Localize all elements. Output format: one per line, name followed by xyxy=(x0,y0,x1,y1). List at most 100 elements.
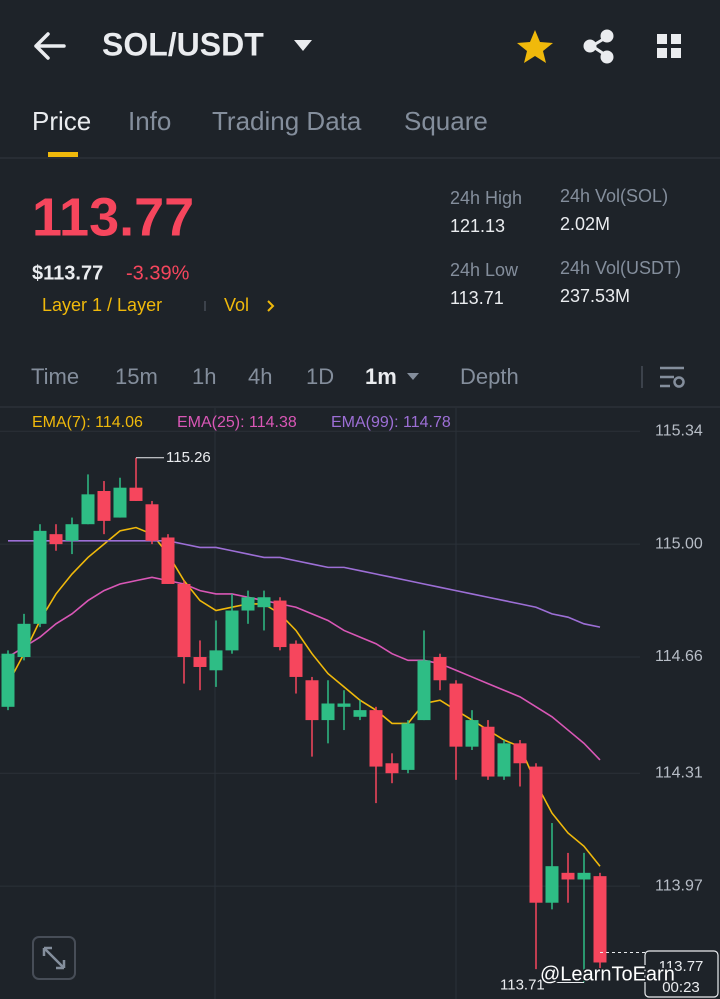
candle-body xyxy=(385,763,399,774)
y-tick-label: 115.34 xyxy=(655,422,703,439)
candle-body xyxy=(561,872,575,880)
share-button[interactable] xyxy=(583,29,614,64)
tab[interactable]: Square xyxy=(404,106,488,136)
y-tick-label: 115.00 xyxy=(655,535,703,552)
tab[interactable]: Price xyxy=(32,106,91,136)
candle-body xyxy=(273,600,287,648)
y-tick-label: 114.31 xyxy=(655,764,703,781)
share-dot xyxy=(600,29,614,43)
fiat-price: $113.77 xyxy=(32,262,103,284)
candle-body xyxy=(417,660,431,721)
candle-body xyxy=(17,623,31,658)
interval[interactable]: Time xyxy=(31,364,79,389)
ema-line xyxy=(7,576,601,761)
share-dot xyxy=(583,39,597,53)
candle-body xyxy=(513,743,527,764)
interval[interactable]: 15m xyxy=(115,364,158,389)
candle-body xyxy=(97,491,111,521)
candle-body xyxy=(449,683,463,747)
stat-label: 24h Vol(SOL) xyxy=(560,186,668,206)
tab-bar: Price Info Trading Data Square xyxy=(32,106,488,157)
favorite-star[interactable] xyxy=(517,30,553,63)
candle-body xyxy=(161,537,175,584)
ema-legend: EMA(7): 114.06 xyxy=(32,414,143,431)
y-tick-label: 114.66 xyxy=(655,648,703,665)
candle-body xyxy=(241,597,255,611)
pair-dropdown[interactable] xyxy=(294,40,312,51)
tab[interactable]: Info xyxy=(128,106,171,136)
ema-line xyxy=(8,540,601,628)
last-price-label: 113.77 xyxy=(659,958,704,975)
chart-settings[interactable] xyxy=(660,366,685,388)
tab[interactable]: Trading Data xyxy=(212,106,362,136)
ema-legend: EMA(99): 114.78 xyxy=(331,414,451,431)
candle-body xyxy=(353,710,367,717)
candle-body xyxy=(545,866,559,903)
candle-body xyxy=(209,650,223,671)
candle-body xyxy=(593,876,607,963)
candle-body xyxy=(481,726,495,777)
interval[interactable]: 4h xyxy=(248,364,272,389)
min-label: 113.71 xyxy=(500,976,545,993)
share-dot xyxy=(600,50,614,64)
last-price-tag xyxy=(644,950,719,998)
countdown: 00:23 xyxy=(662,979,700,996)
candle-body xyxy=(225,610,239,651)
candle-body xyxy=(337,703,351,707)
max-label: 115.26 xyxy=(166,449,211,466)
stat-value: 2.02M xyxy=(560,214,610,234)
candle-body xyxy=(433,657,447,681)
expand-icon xyxy=(42,946,66,970)
stat-label: 24h Low xyxy=(450,260,519,280)
candle-body xyxy=(401,723,415,770)
stat-value: 121.13 xyxy=(450,216,505,236)
grid-square xyxy=(671,48,681,58)
expand-frame xyxy=(32,936,76,980)
candle-body xyxy=(305,680,319,721)
pair-title[interactable]: SOL/USDT xyxy=(102,26,264,62)
interval[interactable]: 1h xyxy=(192,364,216,389)
candle-body xyxy=(529,766,543,903)
candle-body xyxy=(113,487,127,518)
ema-line xyxy=(7,526,601,867)
interval-dropdown xyxy=(407,373,419,380)
stats: 24h High 121.13 24h Vol(SOL) 2.02M 24h Low 11… xyxy=(450,186,681,308)
candle-body xyxy=(49,534,63,545)
candle-body xyxy=(129,487,143,501)
sector-tag[interactable]: Layer 1 / Layer xyxy=(42,295,162,315)
interval[interactable]: 1D xyxy=(306,364,334,389)
grid-square xyxy=(657,48,667,58)
candle-body xyxy=(465,720,479,747)
candle-body xyxy=(257,597,271,608)
grid-square xyxy=(657,34,667,44)
price-change: -3.39% xyxy=(126,262,190,284)
tab-indicator xyxy=(48,152,78,157)
candle-body xyxy=(193,657,207,667)
expand-button[interactable] xyxy=(32,936,76,980)
candle-body xyxy=(65,524,79,541)
candle-body xyxy=(289,643,303,677)
vol-chevron xyxy=(267,300,275,312)
y-tick-label: 113.97 xyxy=(655,877,703,894)
stat-value: 113.71 xyxy=(450,288,504,308)
menu-grid[interactable] xyxy=(657,34,681,58)
candle-body xyxy=(145,504,159,541)
settings-gear xyxy=(673,376,685,388)
interval[interactable]: 1m xyxy=(365,364,397,389)
grid-square xyxy=(671,34,681,44)
interval-bar: Time 15m 1h 4h 1D 1m Depth xyxy=(31,364,519,389)
last-price: 113.77 xyxy=(32,187,194,247)
candle-body xyxy=(369,710,383,767)
candle-body xyxy=(321,703,335,721)
stat-value: 237.53M xyxy=(560,286,630,306)
watermark: @LearnToEarn xyxy=(540,963,675,985)
stat-label: 24h High xyxy=(450,188,522,208)
vol-tag[interactable]: Vol xyxy=(224,295,249,315)
candle-body xyxy=(577,872,591,880)
candle-body xyxy=(81,494,95,525)
back-button[interactable] xyxy=(34,32,66,60)
candle-body xyxy=(177,583,191,658)
interval[interactable]: Depth xyxy=(460,364,519,389)
